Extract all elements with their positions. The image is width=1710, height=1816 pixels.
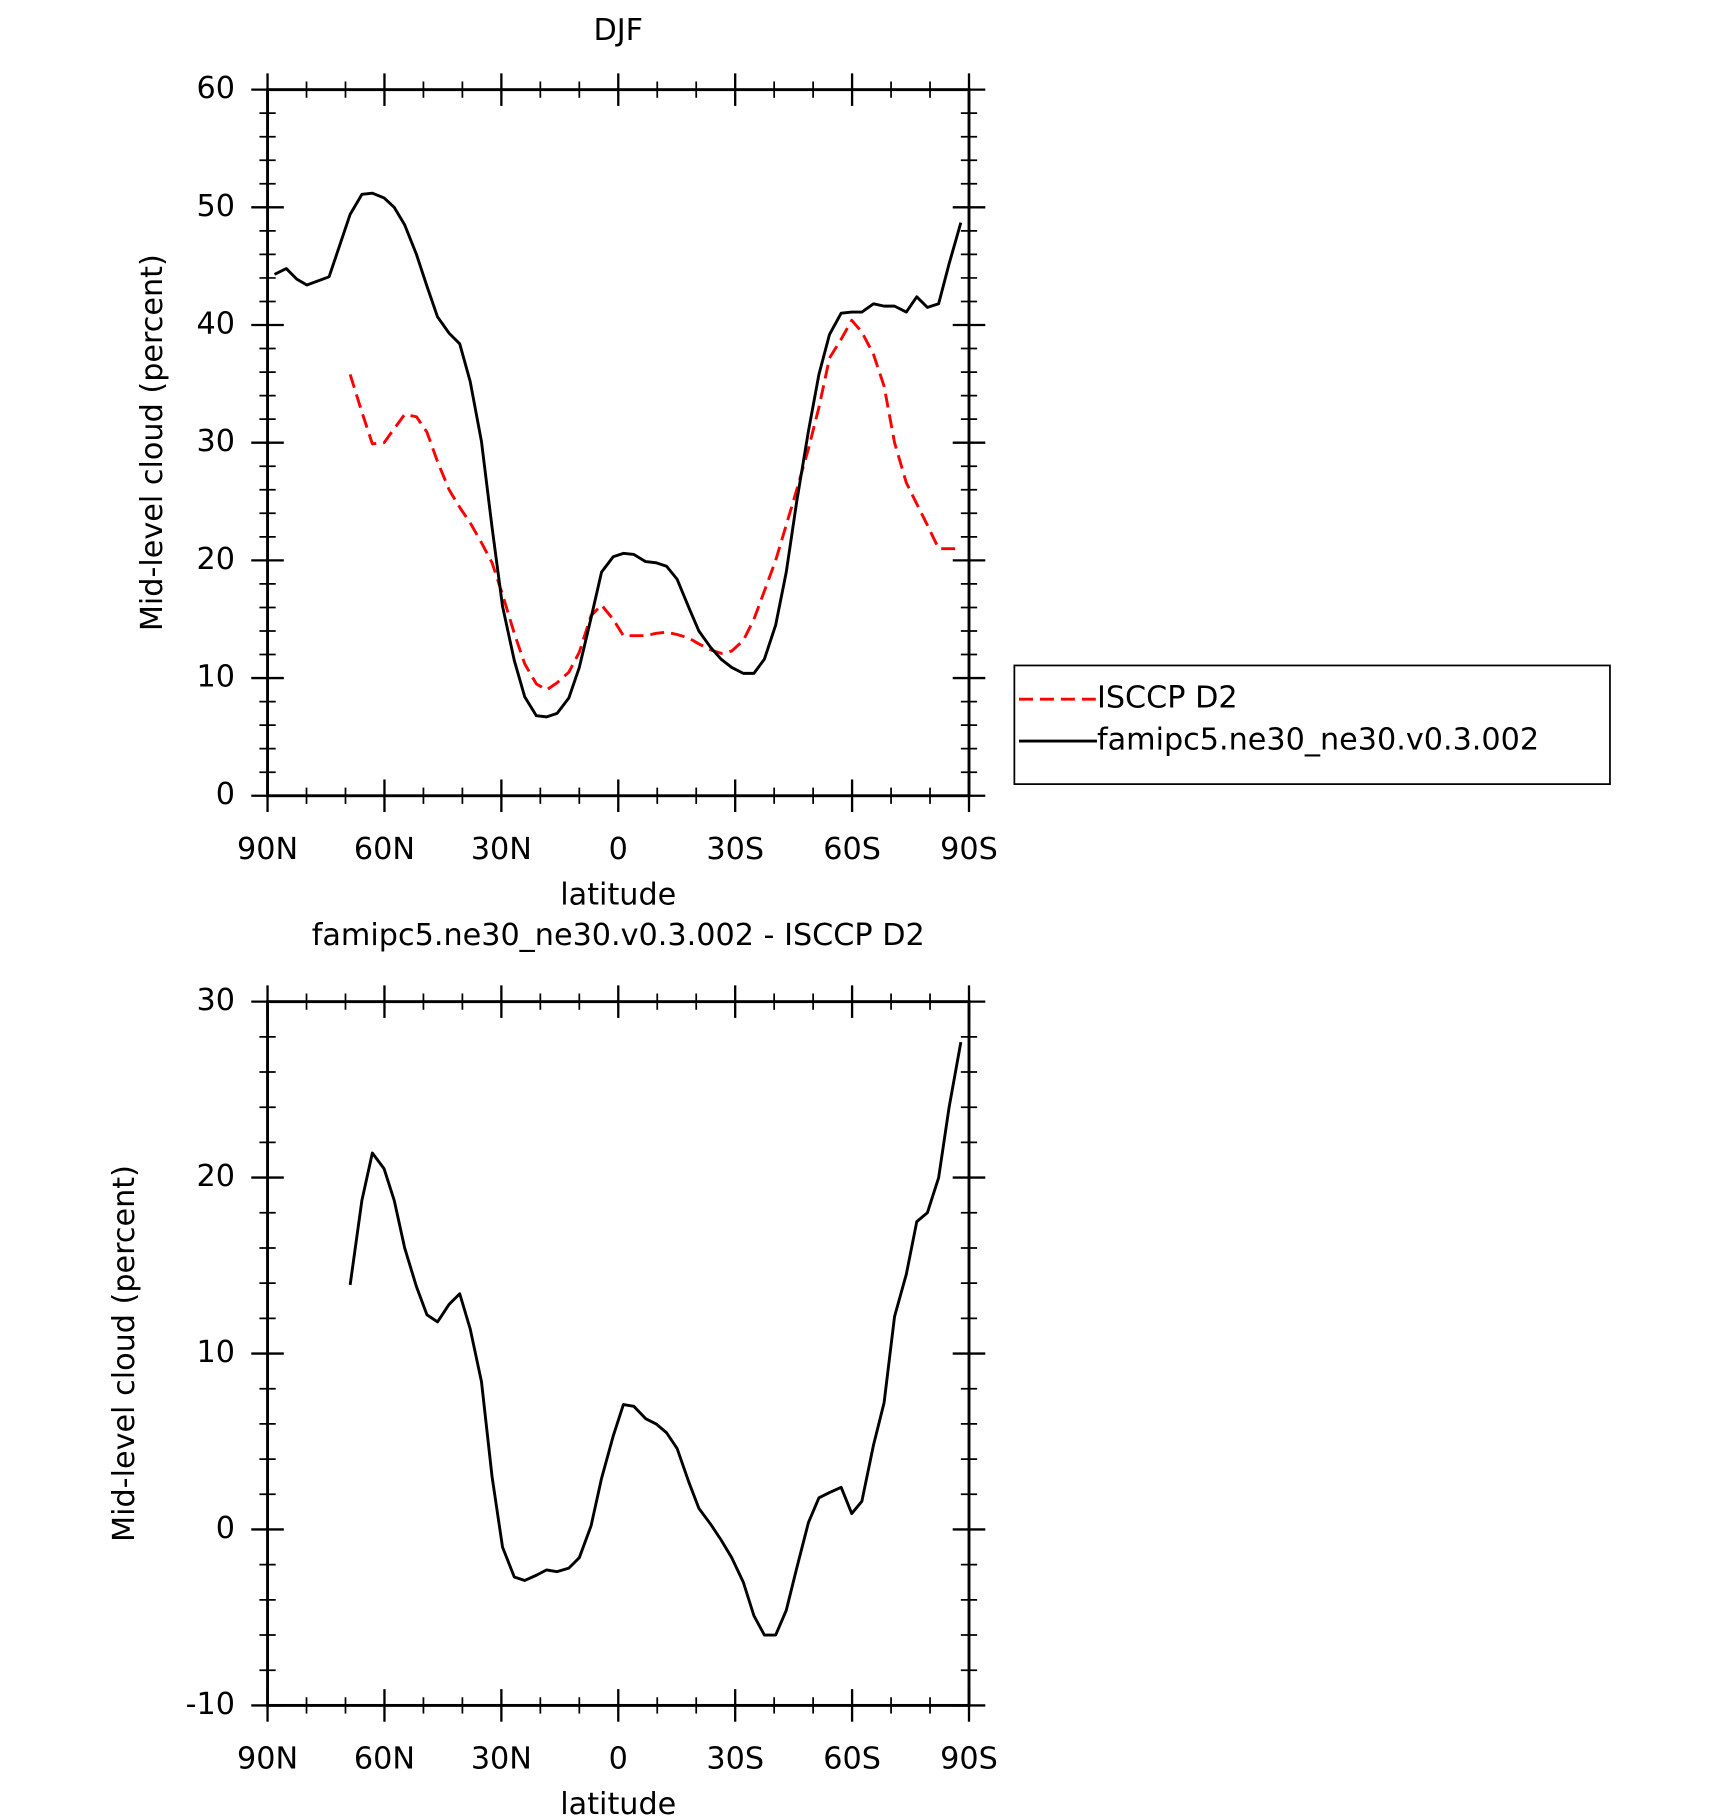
x-axis-label: latitude bbox=[560, 877, 676, 912]
y-axis-label: Mid-level cloud (percent) bbox=[107, 1165, 142, 1542]
data-line bbox=[348, 318, 961, 692]
y-tick-label: 50 bbox=[196, 189, 234, 224]
chart-title: DJF bbox=[593, 13, 643, 48]
legend-label: ISCCP D2 bbox=[1097, 681, 1238, 716]
x-tick-label: 90N bbox=[237, 832, 298, 867]
y-tick-label: 0 bbox=[216, 777, 235, 812]
x-tick-label: 30S bbox=[706, 1742, 764, 1777]
y-tick-label: 30 bbox=[196, 983, 234, 1018]
x-tick-label: 60N bbox=[354, 1742, 415, 1777]
y-tick-label: 40 bbox=[196, 307, 234, 342]
y-tick-label: 30 bbox=[196, 424, 234, 459]
x-tick-label: 30N bbox=[471, 832, 532, 867]
y-tick-label: 10 bbox=[196, 660, 234, 695]
y-tick-label: 20 bbox=[196, 542, 234, 577]
x-tick-label: 30S bbox=[706, 832, 764, 867]
chart-title: famipc5.ne30_ne30.v0.3.002 - ISCCP D2 bbox=[312, 918, 925, 953]
x-tick-label: 90N bbox=[237, 1742, 298, 1777]
x-tick-label: 30N bbox=[471, 1742, 532, 1777]
x-axis-label: latitude bbox=[560, 1787, 676, 1816]
y-tick-label: 10 bbox=[196, 1335, 234, 1370]
x-tick-label: 60S bbox=[823, 832, 881, 867]
y-axis-label: Mid-level cloud (percent) bbox=[135, 254, 170, 631]
y-tick-label: 20 bbox=[196, 1159, 234, 1194]
x-tick-label: 60N bbox=[354, 832, 415, 867]
plot-frame bbox=[266, 1000, 971, 1707]
x-tick-label: 60S bbox=[823, 1742, 881, 1777]
x-tick-label: 90S bbox=[940, 832, 998, 867]
legend-label: famipc5.ne30_ne30.v0.3.002 bbox=[1097, 723, 1539, 758]
data-line bbox=[273, 191, 963, 719]
legend-box bbox=[1013, 664, 1611, 785]
x-tick-label: 0 bbox=[609, 1742, 628, 1777]
data-line bbox=[348, 1041, 963, 1637]
x-tick-label: 90S bbox=[940, 1742, 998, 1777]
y-tick-label: 60 bbox=[196, 71, 234, 106]
y-tick-label: 0 bbox=[216, 1511, 235, 1546]
x-tick-label: 0 bbox=[609, 832, 628, 867]
y-tick-label: -10 bbox=[186, 1687, 235, 1722]
